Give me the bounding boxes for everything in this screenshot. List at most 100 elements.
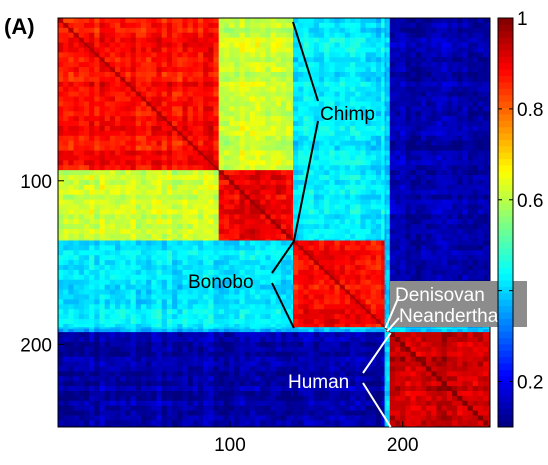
heatmap-cell xyxy=(410,67,417,73)
heatmap-cell xyxy=(457,219,463,225)
heatmap-cell xyxy=(125,250,131,256)
heatmap-cell xyxy=(125,289,131,295)
heatmap-cell xyxy=(99,27,106,34)
heatmap-cell xyxy=(318,18,325,24)
heatmap-cell xyxy=(467,91,474,97)
heatmap-cell xyxy=(293,204,299,210)
heatmap-cell xyxy=(182,91,188,97)
heatmap-cell xyxy=(477,184,484,191)
heatmap-cell xyxy=(156,265,163,271)
heatmap-cell xyxy=(151,233,157,240)
heatmap-cell xyxy=(270,233,277,240)
heatmap-cell xyxy=(415,86,422,93)
heatmap-cell xyxy=(146,269,152,276)
heatmap-cell xyxy=(313,37,320,43)
heatmap-cell xyxy=(339,32,346,39)
heatmap-cell xyxy=(344,179,351,186)
heatmap-cell xyxy=(254,81,261,88)
heatmap-cell xyxy=(303,91,309,97)
heatmap-cell xyxy=(68,279,74,286)
heatmap-cell xyxy=(109,18,116,24)
heatmap-cell xyxy=(249,175,256,181)
heatmap-cell xyxy=(234,106,240,112)
heatmap-cell xyxy=(313,42,320,48)
heatmap-cell xyxy=(431,130,437,137)
heatmap-cell xyxy=(318,274,325,281)
heatmap-cell xyxy=(483,219,489,225)
heatmap-cell xyxy=(99,175,106,181)
heatmap-cell xyxy=(146,179,152,186)
heatmap-cell xyxy=(457,81,463,88)
heatmap-cell xyxy=(73,175,80,181)
heatmap-cell xyxy=(329,279,335,286)
heatmap-cell xyxy=(213,121,220,127)
heatmap-cell xyxy=(249,155,256,161)
heatmap-cell xyxy=(313,179,320,186)
heatmap-cell xyxy=(197,57,204,63)
heatmap-cell xyxy=(208,22,214,29)
heatmap-cell xyxy=(187,255,194,261)
heatmap-cell xyxy=(344,209,351,215)
heatmap-cell xyxy=(360,199,366,205)
heatmap-cell xyxy=(213,81,220,88)
heatmap-cell xyxy=(172,294,178,300)
heatmap-cell xyxy=(94,76,100,83)
heatmap-cell xyxy=(78,160,85,166)
heatmap-cell xyxy=(324,209,330,215)
heatmap-cell xyxy=(308,101,315,107)
heatmap-cell xyxy=(462,121,468,127)
heatmap-cell xyxy=(130,140,137,147)
heatmap-cell xyxy=(104,155,111,161)
heatmap-cell xyxy=(360,140,366,147)
heatmap-cell xyxy=(109,116,116,122)
heatmap-cell xyxy=(130,229,137,235)
heatmap-cell xyxy=(339,189,346,196)
heatmap-cell xyxy=(73,86,80,93)
heatmap-cell xyxy=(405,214,411,220)
heatmap-cell xyxy=(83,219,90,225)
heatmap-cell xyxy=(386,76,391,83)
heatmap-cell xyxy=(130,284,137,290)
heatmap-cell xyxy=(386,184,391,191)
heatmap-cell xyxy=(483,32,489,39)
heatmap-cell xyxy=(308,289,315,295)
heatmap-cell xyxy=(213,219,220,225)
heatmap-cell xyxy=(120,101,126,107)
heatmap-cell xyxy=(350,184,356,191)
heatmap-cell xyxy=(203,245,209,251)
heatmap-cell xyxy=(365,189,372,196)
heatmap-cell xyxy=(381,214,385,220)
heatmap-cell xyxy=(166,233,173,240)
heatmap-cell xyxy=(125,18,131,24)
heatmap-cell xyxy=(286,265,292,271)
heatmap-cell xyxy=(249,274,256,281)
heatmap-cell xyxy=(146,299,152,305)
heatmap-cell xyxy=(203,57,209,63)
heatmap-cell xyxy=(104,121,111,127)
heatmap-cell xyxy=(203,91,209,97)
heatmap-cell xyxy=(410,18,417,24)
heatmap-cell xyxy=(125,274,131,281)
heatmap-cell xyxy=(303,101,309,107)
heatmap-cell xyxy=(360,101,366,107)
heatmap-cell xyxy=(229,130,235,137)
heatmap-cell xyxy=(270,260,277,266)
heatmap-cell xyxy=(99,294,106,300)
heatmap-cell xyxy=(161,91,168,97)
heatmap-cell xyxy=(94,86,100,93)
heatmap-cell xyxy=(223,106,230,112)
heatmap-cell xyxy=(360,255,366,261)
heatmap-cell xyxy=(151,145,157,151)
heatmap-cell xyxy=(280,140,287,147)
heatmap-cell xyxy=(135,71,142,78)
heatmap-cell xyxy=(265,284,271,290)
heatmap-cell xyxy=(303,284,309,290)
heatmap-cell xyxy=(83,81,90,88)
heatmap-cell xyxy=(68,274,74,281)
heatmap-cell xyxy=(324,274,330,281)
heatmap-cell xyxy=(177,155,183,161)
heatmap-cell xyxy=(146,67,152,73)
heatmap-cell xyxy=(410,57,417,63)
heatmap-cell xyxy=(488,57,491,63)
heatmap-cell xyxy=(172,106,178,112)
